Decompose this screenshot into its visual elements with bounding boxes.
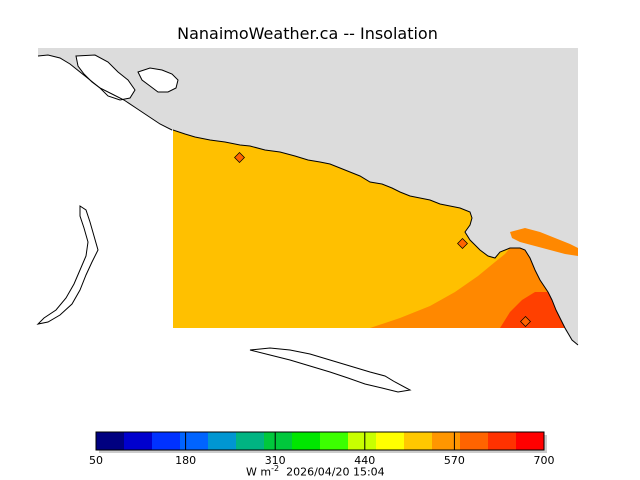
colorbar-tick-label: 180 xyxy=(175,454,197,467)
units-exponent: -2 xyxy=(271,464,280,473)
colorbar-swatch xyxy=(376,432,405,450)
colorbar-swatch xyxy=(404,432,433,450)
timestamp: 2026/04/20 15:04 xyxy=(286,465,385,479)
island-south xyxy=(249,347,412,393)
units-label: W m xyxy=(246,465,272,479)
colorbar-swatch xyxy=(432,432,461,450)
colorbar-swatch xyxy=(292,432,321,450)
coastline-north xyxy=(37,54,173,131)
colorbar-tick-label: 440 xyxy=(354,454,376,467)
colorbar-tick-label: 310 xyxy=(264,454,286,467)
colorbar-swatch xyxy=(152,432,181,450)
colorbar-swatch xyxy=(460,432,489,450)
colorbar-swatch xyxy=(96,432,125,450)
island-north-1 xyxy=(75,54,136,101)
colorbar-swatch xyxy=(488,432,517,450)
station-marker xyxy=(457,238,468,249)
colorbar-swatch xyxy=(320,432,349,450)
coastline xyxy=(172,129,579,346)
station-marker xyxy=(520,316,531,327)
colorbar-swatch xyxy=(124,432,153,450)
station-marker xyxy=(234,152,245,163)
colorbar-swatch xyxy=(236,432,265,450)
colorbar-tick-label: 700 xyxy=(533,454,555,467)
colorbar-swatch xyxy=(208,432,237,450)
colorbar-swatch xyxy=(348,432,377,450)
colorbar-swatch xyxy=(516,432,545,450)
colorbar-tick-label: 50 xyxy=(89,454,103,467)
island-west xyxy=(36,205,99,325)
colorbar-swatch xyxy=(180,432,209,450)
mainland-land xyxy=(38,48,578,345)
colorbar-tick-label: 570 xyxy=(443,454,465,467)
units-and-timestamp: W m-2 2026/04/20 15:04 xyxy=(246,464,385,479)
insolation-field-high xyxy=(500,292,565,328)
inlet-field xyxy=(510,228,578,256)
island-north-2 xyxy=(137,67,179,93)
insolation-field-low xyxy=(173,130,565,328)
map-title: NanaimoWeather.ca -- Insolation xyxy=(177,24,438,43)
colorbar-swatch xyxy=(264,432,293,450)
